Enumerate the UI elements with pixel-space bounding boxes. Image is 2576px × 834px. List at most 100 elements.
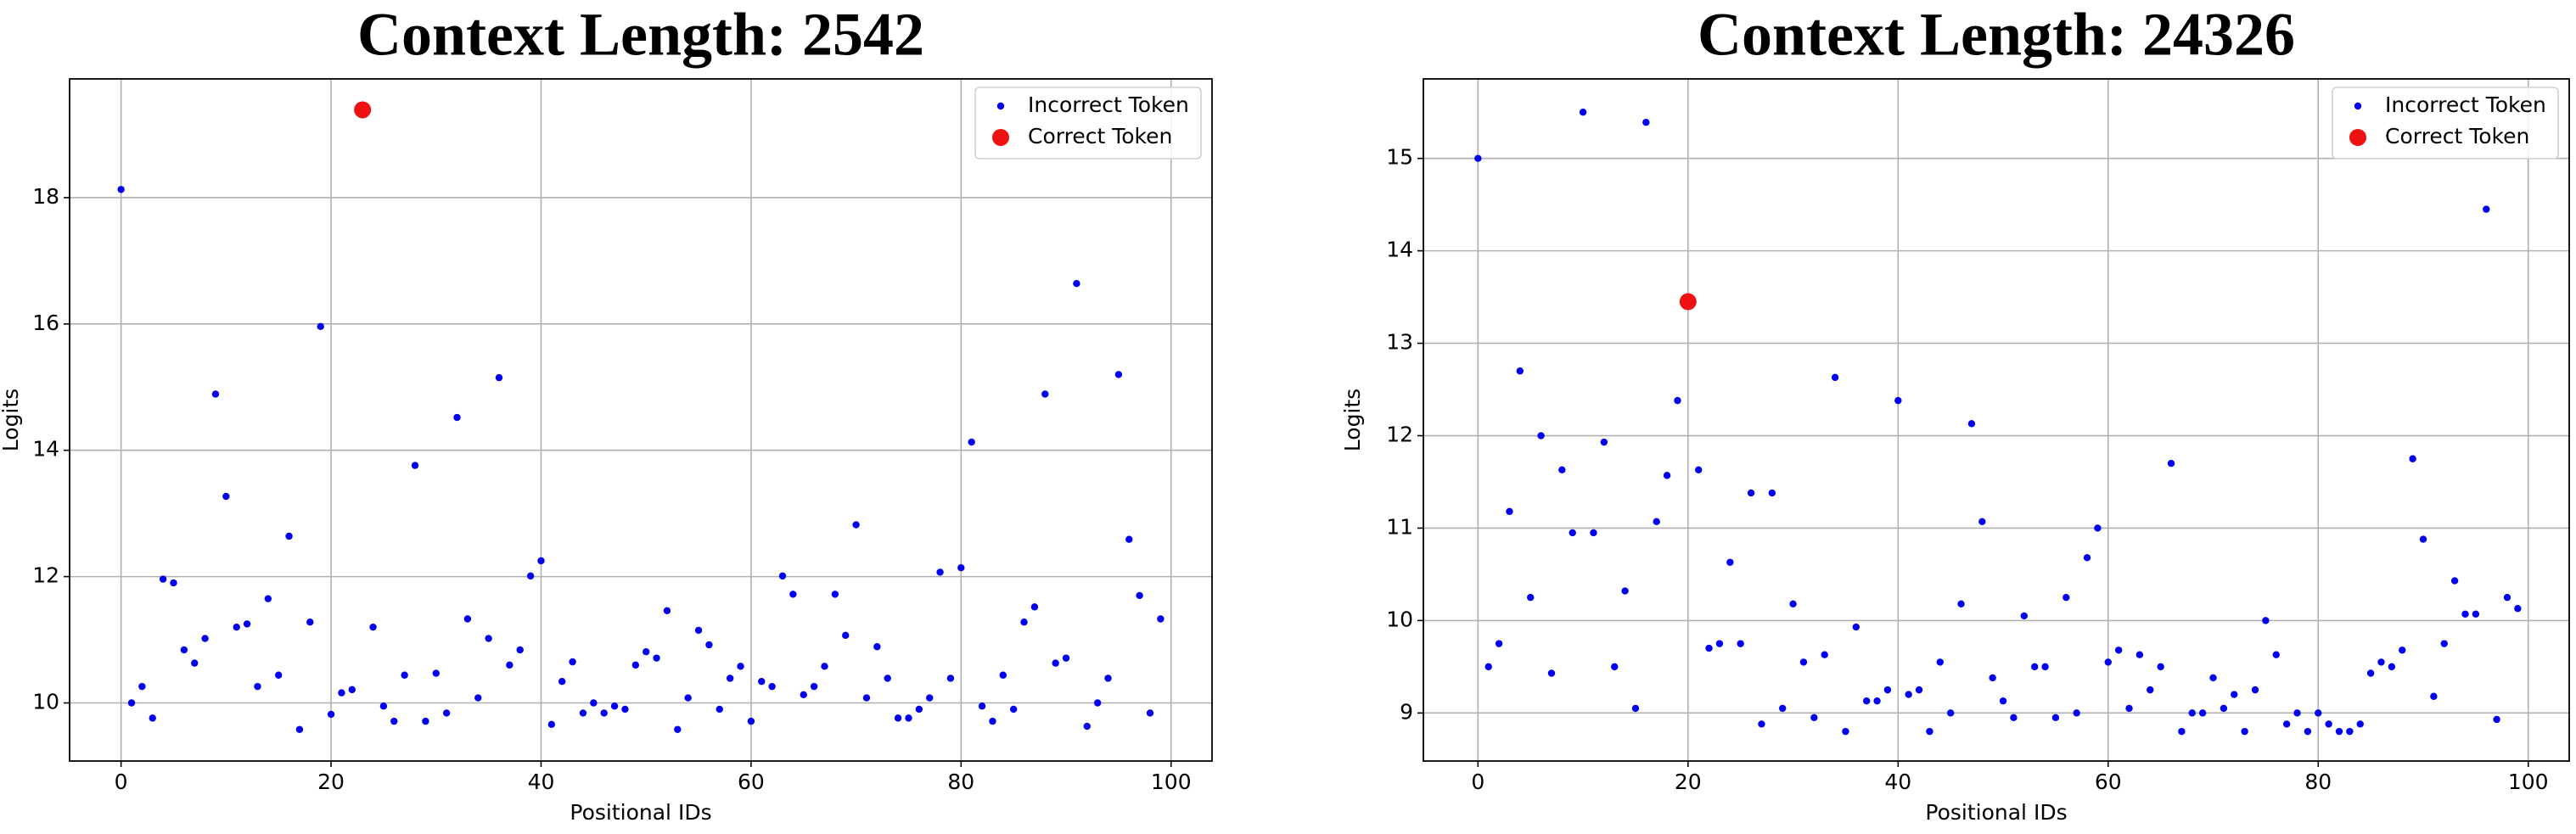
data-point	[1799, 658, 1808, 666]
data-point	[1989, 674, 1996, 682]
data-point	[1093, 699, 1102, 707]
y-tick-label: 18	[32, 184, 59, 209]
data-point	[2251, 686, 2259, 694]
data-point	[1009, 705, 1018, 714]
data-point	[862, 694, 871, 702]
x-tick-label: 0	[115, 770, 128, 794]
data-point	[485, 635, 492, 642]
legend-label: Correct Token	[2385, 124, 2529, 148]
data-point	[905, 714, 912, 722]
data-point	[2188, 709, 2196, 717]
legend-marker	[2354, 102, 2362, 110]
data-point	[1852, 623, 1860, 631]
data-point	[2493, 715, 2500, 724]
x-tick-label: 80	[2304, 770, 2332, 794]
data-point	[222, 492, 230, 501]
data-point	[1999, 697, 2007, 705]
data-point	[1527, 593, 1535, 602]
data-point	[642, 648, 650, 656]
data-point	[2125, 704, 2133, 713]
data-point	[1611, 663, 1619, 671]
legend-label: Incorrect Token	[1028, 92, 1189, 117]
y-tick-label: 15	[1386, 145, 1413, 170]
data-point	[999, 671, 1007, 679]
data-point	[2366, 669, 2375, 677]
data-point	[873, 643, 881, 651]
data-point	[401, 671, 408, 679]
data-point	[2419, 535, 2427, 543]
data-point	[1810, 714, 1818, 721]
data-point	[831, 591, 839, 598]
data-point	[1495, 640, 1503, 647]
data-point	[379, 702, 388, 710]
legend-label: Correct Token	[1028, 124, 1172, 148]
data-point	[1831, 373, 1839, 382]
data-point	[2461, 610, 2469, 618]
data-point	[674, 725, 682, 733]
data-point	[2262, 617, 2270, 624]
data-point	[653, 654, 660, 662]
data-point	[2388, 663, 2396, 671]
y-axis-label: Logits	[0, 389, 23, 451]
data-point	[1663, 472, 1671, 479]
x-tick-label: 100	[2508, 770, 2549, 794]
legend-marker	[2349, 129, 2366, 146]
data-point	[778, 572, 787, 580]
data-point	[2399, 646, 2406, 654]
data-point	[1020, 619, 1028, 626]
data-point	[317, 322, 324, 331]
data-point	[2062, 593, 2070, 602]
data-point	[1621, 587, 1629, 595]
data-point	[800, 691, 807, 699]
legend-box	[2332, 87, 2559, 160]
data-point	[926, 694, 934, 702]
plot-frame	[69, 78, 1213, 762]
data-point	[2209, 674, 2217, 682]
data-point	[1758, 720, 1765, 728]
data-point	[600, 709, 608, 717]
data-point	[2241, 727, 2248, 736]
data-point	[2094, 524, 2102, 532]
chart-panel: Context Length: 24326 0 20 40 60 80 100 9 10 11 12…	[1340, 1, 2570, 825]
chart-panel: Context Length: 2542 0 20 40 60 80 100 10 12 14 16…	[0, 1, 1213, 825]
x-tick-label: 0	[1471, 770, 1484, 794]
y-tick-label: 9	[1400, 699, 1413, 724]
data-point	[338, 689, 345, 697]
data-point	[1558, 466, 1566, 474]
data-point	[526, 572, 535, 580]
data-point	[2220, 704, 2228, 713]
x-tick-label: 20	[1675, 770, 1702, 794]
data-point	[453, 413, 461, 422]
data-point	[768, 682, 776, 691]
data-point	[463, 615, 472, 623]
data-point	[2167, 460, 2175, 467]
data-point	[442, 709, 451, 717]
data-point	[180, 646, 188, 654]
data-point	[306, 619, 314, 626]
y-tick-label: 10	[1386, 607, 1413, 631]
data-point	[348, 686, 356, 694]
data-point	[422, 717, 429, 725]
data-point	[2325, 720, 2332, 728]
data-point	[1862, 697, 1871, 705]
data-point	[1715, 640, 1724, 647]
data-point	[2104, 658, 2112, 666]
data-point	[2041, 663, 2049, 671]
data-point	[821, 663, 828, 670]
x-axis-label: Positional IDs	[1925, 800, 2067, 825]
data-point	[1073, 280, 1080, 288]
x-tick-label: 20	[317, 770, 345, 794]
data-point	[274, 671, 283, 679]
data-point	[894, 714, 902, 722]
data-point	[1978, 518, 1986, 526]
legend-box	[974, 87, 1202, 160]
data-point	[852, 521, 860, 529]
data-point	[516, 646, 524, 654]
data-point	[211, 390, 220, 398]
data-point	[2051, 714, 2060, 721]
data-point	[390, 717, 398, 725]
data-point	[2450, 577, 2459, 585]
y-tick-label: 10	[32, 690, 59, 714]
plot-frame	[1423, 78, 2570, 762]
